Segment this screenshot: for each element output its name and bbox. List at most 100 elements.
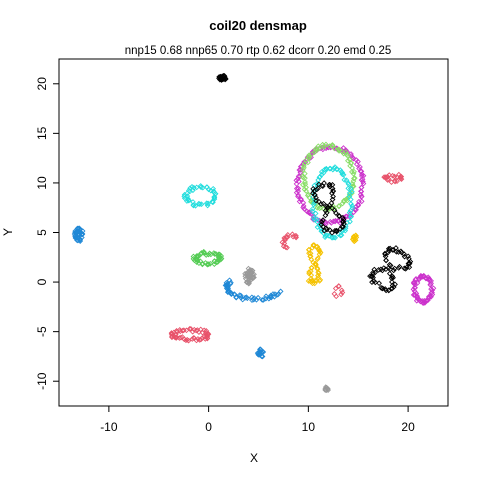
- data-point: [308, 275, 314, 282]
- data-point: [430, 285, 437, 292]
- data-point: [390, 274, 396, 281]
- data-point: [337, 232, 344, 239]
- data-point: [181, 191, 188, 198]
- data-point: [338, 232, 345, 238]
- data-point: [303, 188, 309, 194]
- data-point: [323, 385, 330, 391]
- data-point: [326, 227, 333, 233]
- data-point: [338, 169, 345, 175]
- data-point: [344, 152, 351, 159]
- data-point: [295, 193, 301, 200]
- data-point: [387, 245, 393, 252]
- data-point: [355, 158, 361, 165]
- data-point: [242, 270, 248, 277]
- data-point: [311, 149, 318, 156]
- data-point: [204, 261, 211, 267]
- data-point: [383, 266, 389, 273]
- data-point: [194, 256, 201, 263]
- data-point: [329, 234, 335, 241]
- data-point: [282, 244, 289, 251]
- data-point: [205, 261, 212, 268]
- data-point: [349, 203, 356, 209]
- data-point: [244, 295, 251, 302]
- data-point: [181, 193, 188, 200]
- data-point: [329, 196, 336, 203]
- data-point: [358, 188, 365, 195]
- data-point: [318, 204, 324, 211]
- data-point: [341, 176, 348, 183]
- y-tick-label: -10: [35, 372, 49, 390]
- data-point: [330, 218, 337, 225]
- data-point: [319, 141, 326, 148]
- data-point: [358, 184, 365, 191]
- data-point: [308, 256, 315, 263]
- data-point: [306, 152, 312, 159]
- data-point: [75, 231, 82, 237]
- x-tick-label: -10: [100, 420, 118, 434]
- data-point: [383, 287, 389, 294]
- data-point: [205, 200, 211, 207]
- data-point: [172, 334, 179, 341]
- data-point: [326, 181, 332, 188]
- data-point: [311, 280, 318, 287]
- data-point: [348, 213, 355, 220]
- data-point: [316, 270, 322, 277]
- data-point: [317, 249, 324, 256]
- chart-title: coil20 densmap: [209, 18, 307, 33]
- data-point: [307, 268, 314, 275]
- data-point: [295, 185, 302, 192]
- data-point: [410, 292, 417, 298]
- data-point: [329, 230, 335, 236]
- data-point: [307, 278, 314, 285]
- data-point: [326, 233, 333, 239]
- data-point: [255, 294, 261, 301]
- data-point: [310, 242, 317, 249]
- data-point: [238, 292, 244, 299]
- data-point: [410, 279, 417, 286]
- data-point: [307, 155, 313, 162]
- data-point: [333, 210, 339, 216]
- data-point: [318, 201, 325, 207]
- data-point: [220, 76, 227, 82]
- data-point: [375, 267, 382, 273]
- data-point: [402, 265, 409, 272]
- data-point: [340, 218, 346, 225]
- data-point: [358, 198, 365, 205]
- data-point: [192, 202, 199, 209]
- data-point: [383, 257, 389, 264]
- data-point: [360, 172, 367, 179]
- data-point: [389, 273, 396, 280]
- data-point: [296, 198, 303, 205]
- data-point: [193, 327, 200, 334]
- data-point: [332, 285, 339, 292]
- data-point: [205, 330, 211, 337]
- data-point: [423, 297, 429, 304]
- data-point: [405, 253, 412, 260]
- data-point: [346, 190, 353, 196]
- chart-subtitle: nnp15 0.68 nnp65 0.70 rtp 0.62 dcorr 0.2…: [125, 45, 392, 57]
- data-point: [378, 284, 384, 291]
- y-tick-label: 15: [35, 126, 49, 140]
- data-point: [308, 272, 315, 278]
- data-point: [184, 198, 190, 204]
- data-point: [319, 219, 325, 225]
- data-point: [310, 201, 317, 208]
- data-point: [284, 244, 290, 251]
- data-point: [77, 238, 84, 244]
- y-tick-label: 5: [35, 229, 49, 236]
- data-point: [328, 200, 335, 206]
- x-axis-label: X: [250, 451, 258, 465]
- data-point: [76, 225, 83, 232]
- data-point: [300, 174, 307, 181]
- data-point: [245, 272, 252, 278]
- data-point: [386, 247, 392, 254]
- data-point: [320, 144, 327, 150]
- data-point: [191, 184, 197, 191]
- data-point: [301, 160, 308, 167]
- data-point: [346, 193, 353, 200]
- x-axis: -10 0 10 20: [100, 406, 415, 434]
- data-point: [324, 209, 330, 216]
- data-point: [245, 265, 252, 272]
- data-point: [217, 256, 224, 263]
- data-point: [322, 234, 328, 241]
